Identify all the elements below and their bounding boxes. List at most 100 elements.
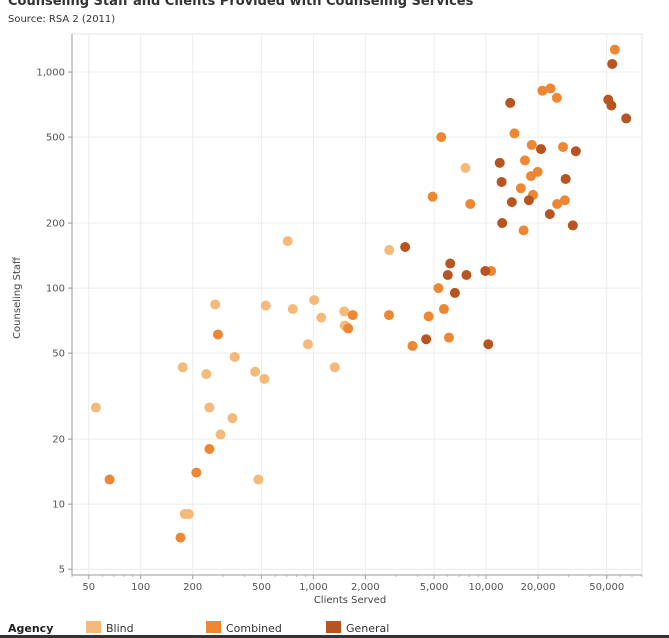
data-point-blind[interactable] [201,369,212,380]
data-point-general[interactable] [442,269,453,280]
data-point-general[interactable] [497,218,508,229]
data-point-general[interactable] [535,144,546,155]
legend-label-general: General [346,622,390,635]
y-tick-label: 100 [46,284,65,295]
data-point-combined[interactable] [552,199,563,210]
data-point-combined[interactable] [518,225,529,236]
data-point-combined[interactable] [436,132,447,143]
data-point-blind[interactable] [227,413,238,424]
data-point-combined[interactable] [515,183,526,194]
data-point-combined[interactable] [438,304,449,315]
data-point-combined[interactable] [212,329,223,340]
data-points [90,44,632,543]
data-point-blind[interactable] [259,373,270,384]
data-point-combined[interactable] [104,474,115,485]
data-point-combined[interactable] [559,195,570,206]
data-point-combined[interactable] [443,332,454,343]
data-point-combined[interactable] [407,340,418,351]
scatter-plot: 5 10 20 50 100 200 500 1,000 50 100 200 500 1,000 2,0… [12,33,643,606]
data-point-general[interactable] [461,269,472,280]
grid-lines [72,34,642,575]
data-point-combined[interactable] [175,532,186,543]
data-point-general[interactable] [567,220,578,231]
data-point-general[interactable] [506,197,517,208]
data-point-combined[interactable] [191,467,202,478]
data-point-general[interactable] [483,339,494,350]
data-point-combined[interactable] [383,310,394,321]
y-tick-label: 5 [59,565,65,576]
data-point-blind[interactable] [339,306,350,317]
data-point-blind[interactable] [253,474,264,485]
data-point-general[interactable] [606,100,617,111]
data-point-general[interactable] [421,334,432,345]
data-point-combined[interactable] [551,92,562,103]
data-point-blind[interactable] [287,304,298,315]
data-point-general[interactable] [544,209,555,220]
legend-label-blind: Blind [106,622,134,635]
data-point-blind[interactable] [460,162,471,173]
data-point-combined[interactable] [423,311,434,322]
chart-title: Counseling Staff and Clients Provided wi… [8,0,474,9]
legend-title: Agency [8,622,54,635]
data-point-blind[interactable] [204,402,215,413]
legend-swatch-blind [86,621,101,633]
data-point-general[interactable] [607,58,618,69]
data-point-blind[interactable] [210,299,221,310]
data-point-blind[interactable] [250,366,261,377]
data-point-combined[interactable] [347,310,358,321]
axes: 5 10 20 50 100 200 500 1,000 50 100 200 500 1,000 2,0… [36,34,643,593]
data-point-general[interactable] [523,195,534,206]
legend-swatch-combined [206,621,221,633]
data-point-combined[interactable] [433,283,444,294]
data-point-blind[interactable] [183,509,194,520]
data-point-general[interactable] [505,97,516,108]
data-point-blind[interactable] [302,339,313,350]
data-point-combined[interactable] [343,323,354,334]
data-point-general[interactable] [560,173,571,184]
data-point-combined[interactable] [509,128,520,139]
data-point-general[interactable] [496,176,507,187]
y-tick-label: 1,000 [36,68,65,79]
data-point-general[interactable] [400,241,411,252]
y-axis-title: Counseling Staff [12,256,23,339]
data-point-combined[interactable] [204,444,215,455]
data-point-general[interactable] [570,146,581,157]
data-point-combined[interactable] [427,191,438,202]
data-point-general[interactable] [449,287,460,298]
data-point-combined[interactable] [519,155,530,166]
data-point-blind[interactable] [215,429,226,440]
data-point-combined[interactable] [545,83,556,94]
y-tick-label: 50 [52,349,65,360]
y-tick-label: 10 [52,500,65,511]
legend: Agency Blind Combined General [0,617,669,638]
data-point-blind[interactable] [177,362,188,373]
legend-swatch-general [326,621,341,633]
plot-area [71,33,643,576]
data-point-blind[interactable] [309,295,320,306]
x-tick-label: 100 [131,582,150,593]
data-point-blind[interactable] [316,312,327,323]
data-point-blind[interactable] [384,245,395,256]
data-point-general[interactable] [445,258,456,269]
data-point-general[interactable] [494,157,505,168]
x-tick-label: 5,000 [420,582,449,593]
y-tick-label: 20 [52,435,65,446]
x-tick-label: 50 [82,582,95,593]
data-point-blind[interactable] [229,351,240,362]
x-tick-label: 2,000 [351,582,380,593]
data-point-blind[interactable] [260,300,271,311]
y-tick-label: 500 [46,133,65,144]
data-point-combined[interactable] [532,166,543,177]
data-point-combined[interactable] [558,141,569,152]
data-point-combined[interactable] [537,85,548,96]
data-point-blind[interactable] [282,236,293,247]
data-point-general[interactable] [480,265,491,276]
data-point-general[interactable] [621,113,632,124]
data-point-combined[interactable] [526,139,537,150]
x-tick-label: 500 [252,582,271,593]
data-point-blind[interactable] [329,362,340,373]
data-point-combined[interactable] [465,199,476,210]
data-point-combined[interactable] [609,44,620,55]
data-point-blind[interactable] [90,402,101,413]
legend-divider [0,635,669,638]
